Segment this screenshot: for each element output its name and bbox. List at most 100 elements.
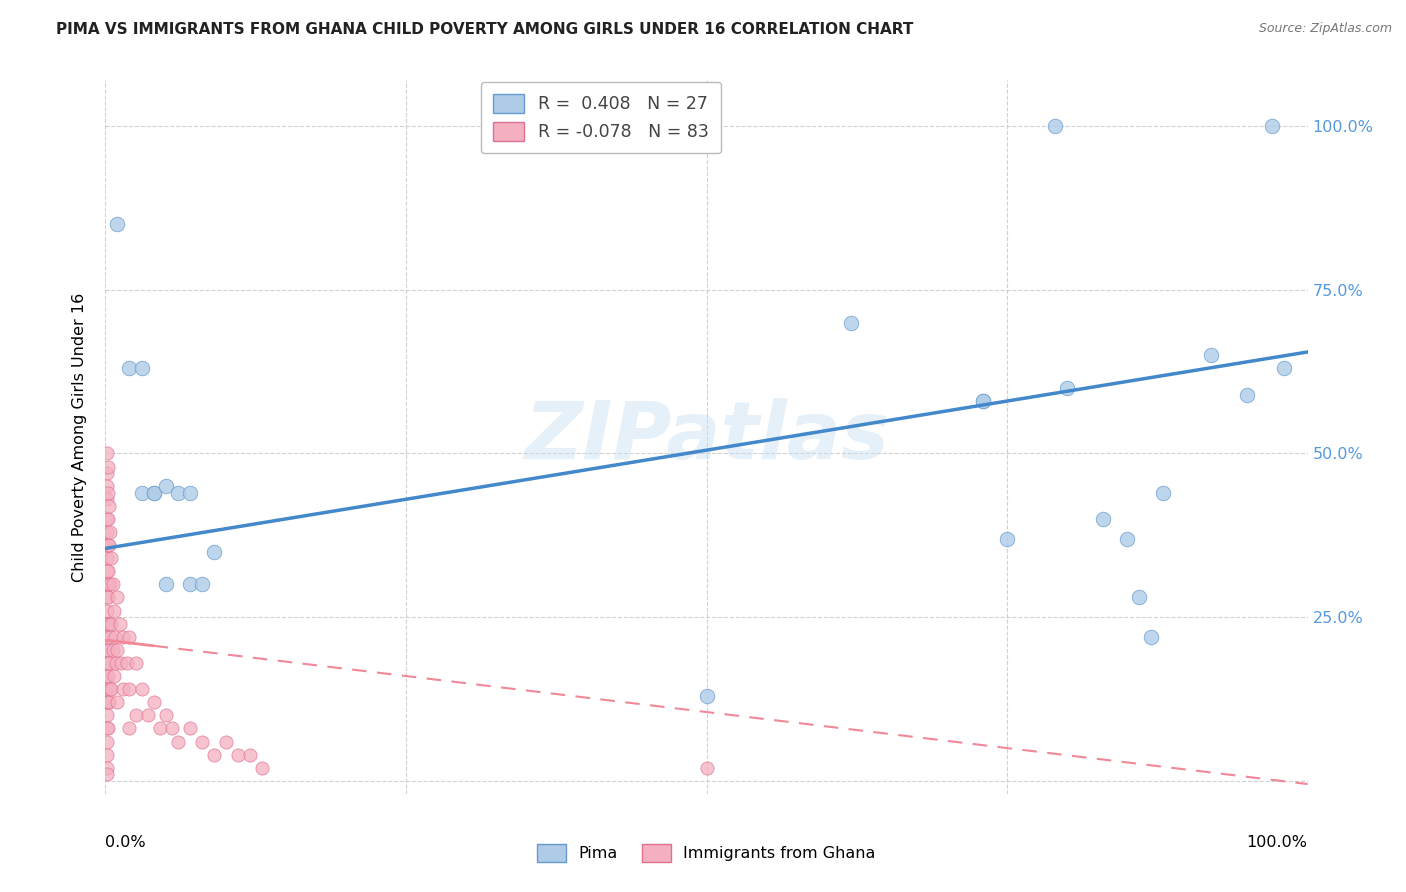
- Point: [1152, 485, 1174, 500]
- Point: [98, 538, 121, 552]
- Point: [110, 656, 132, 670]
- Point: [96, 761, 118, 775]
- Point: [124, 656, 146, 670]
- Point: [107, 643, 129, 657]
- Point: [97, 459, 120, 474]
- Point: [1056, 381, 1078, 395]
- Point: [1128, 591, 1150, 605]
- Point: [239, 747, 262, 762]
- Point: [101, 577, 124, 591]
- Text: 0.0%: 0.0%: [105, 836, 146, 850]
- Point: [118, 630, 141, 644]
- Point: [202, 747, 225, 762]
- Point: [96, 767, 118, 781]
- Point: [972, 394, 994, 409]
- Point: [1092, 512, 1115, 526]
- Point: [100, 682, 122, 697]
- Y-axis label: Child Poverty Among Girls Under 16: Child Poverty Among Girls Under 16: [72, 293, 87, 582]
- Point: [96, 630, 118, 644]
- Point: [96, 708, 118, 723]
- Point: [148, 722, 170, 736]
- Point: [98, 656, 121, 670]
- Point: [131, 682, 153, 697]
- Point: [98, 616, 121, 631]
- Point: [97, 643, 120, 657]
- Point: [131, 485, 153, 500]
- Point: [103, 669, 125, 683]
- Point: [96, 524, 118, 539]
- Point: [96, 479, 118, 493]
- Point: [98, 524, 121, 539]
- Point: [96, 492, 118, 507]
- Point: [100, 551, 122, 566]
- Point: [1201, 348, 1223, 362]
- Point: [142, 485, 165, 500]
- Point: [995, 532, 1018, 546]
- Point: [98, 695, 121, 709]
- Point: [972, 394, 994, 409]
- Point: [98, 577, 121, 591]
- Point: [155, 577, 177, 591]
- Text: ZIPatlas: ZIPatlas: [524, 398, 889, 476]
- Point: [250, 761, 273, 775]
- Point: [166, 485, 188, 500]
- Point: [202, 544, 225, 558]
- Point: [1140, 630, 1163, 644]
- Point: [96, 577, 118, 591]
- Point: [108, 616, 131, 631]
- Point: [96, 551, 118, 566]
- Point: [1272, 361, 1295, 376]
- Point: [96, 446, 118, 460]
- Point: [107, 695, 129, 709]
- Text: 100.0%: 100.0%: [1247, 836, 1308, 850]
- Point: [96, 538, 118, 552]
- Point: [104, 630, 127, 644]
- Point: [96, 603, 118, 617]
- Point: [96, 512, 118, 526]
- Point: [98, 630, 121, 644]
- Point: [96, 747, 118, 762]
- Point: [1236, 387, 1258, 401]
- Point: [96, 682, 118, 697]
- Point: [124, 708, 146, 723]
- Point: [160, 722, 183, 736]
- Point: [142, 485, 165, 500]
- Point: [696, 761, 718, 775]
- Point: [97, 722, 120, 736]
- Point: [118, 722, 141, 736]
- Point: [155, 479, 177, 493]
- Point: [1260, 119, 1282, 133]
- Point: [179, 722, 201, 736]
- Point: [96, 695, 118, 709]
- Point: [96, 466, 118, 480]
- Point: [118, 682, 141, 697]
- Point: [98, 577, 121, 591]
- Point: [98, 682, 121, 697]
- Point: [839, 316, 862, 330]
- Point: [166, 734, 188, 748]
- Point: [98, 499, 121, 513]
- Point: [96, 564, 118, 578]
- Point: [179, 577, 201, 591]
- Text: Source: ZipAtlas.com: Source: ZipAtlas.com: [1258, 22, 1392, 36]
- Point: [97, 538, 120, 552]
- Point: [97, 564, 120, 578]
- Point: [131, 361, 153, 376]
- Point: [112, 630, 135, 644]
- Point: [97, 485, 120, 500]
- Point: [190, 577, 212, 591]
- Point: [96, 643, 118, 657]
- Point: [96, 616, 118, 631]
- Point: [226, 747, 249, 762]
- Point: [115, 656, 138, 670]
- Point: [155, 708, 177, 723]
- Point: [97, 591, 120, 605]
- Point: [97, 512, 120, 526]
- Point: [97, 695, 120, 709]
- Point: [103, 603, 125, 617]
- Legend: Pima, Immigrants from Ghana: Pima, Immigrants from Ghana: [531, 838, 882, 868]
- Point: [101, 643, 124, 657]
- Point: [112, 682, 135, 697]
- Point: [107, 217, 129, 231]
- Point: [96, 656, 118, 670]
